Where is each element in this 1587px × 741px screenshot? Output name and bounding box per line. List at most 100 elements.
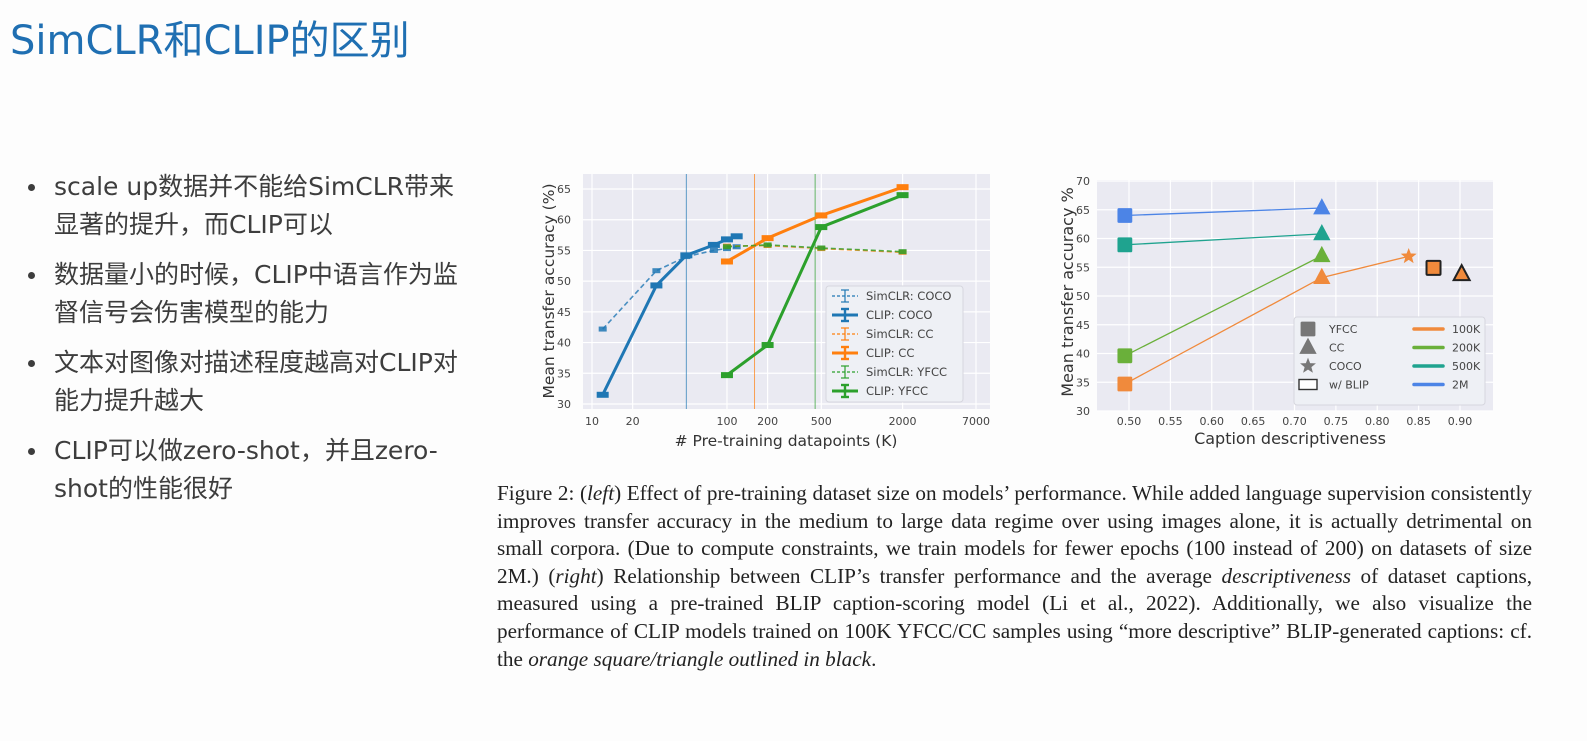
x-axis-label: # Pre-training datapoints (K) — [675, 432, 898, 450]
x-tick-label: 0.80 — [1365, 415, 1390, 428]
data-point-marker — [761, 235, 774, 242]
x-tick-label: 0.75 — [1324, 415, 1349, 428]
star-marker-icon — [1400, 247, 1417, 264]
data-point-marker — [730, 233, 743, 240]
y-tick-label: 55 — [557, 244, 571, 257]
x-tick-label: 0.55 — [1158, 415, 1183, 428]
y-tick-label: 30 — [1076, 405, 1090, 418]
square-marker-icon — [1117, 376, 1133, 392]
right-legend — [1293, 316, 1486, 406]
legend-label: SimCLR: YFCC — [866, 365, 947, 379]
x-tick-label: 0.65 — [1241, 415, 1266, 428]
y-tick-label: 40 — [1076, 348, 1090, 361]
y-tick-label: 65 — [1076, 204, 1090, 217]
triangle-marker-icon — [1313, 245, 1331, 263]
data-point-marker — [720, 372, 733, 379]
square-marker-icon — [1300, 321, 1316, 337]
series-line — [1124, 233, 1322, 246]
data-point-marker — [763, 242, 772, 248]
data-point-marker — [596, 391, 609, 398]
data-point-marker — [680, 252, 693, 259]
bullet-item: 文本对图像对描述程度越高对CLIP对能力提升越大 — [22, 344, 462, 420]
series-line — [1124, 207, 1322, 217]
data-point-marker — [896, 192, 909, 199]
bullet-dot-icon — [28, 272, 35, 279]
blip-outline-icon — [1298, 378, 1318, 391]
y-tick-label: 40 — [557, 337, 571, 350]
legend-label: w/ BLIP — [1329, 379, 1369, 392]
y-tick-label: 45 — [1076, 319, 1090, 332]
y-tick-label: 70 — [1076, 175, 1090, 188]
y-tick-label: 60 — [557, 214, 571, 227]
y-tick-label: 35 — [1076, 376, 1090, 389]
y-axis-label: Mean transfer accuracy % — [1058, 187, 1077, 396]
bullet-dot-icon — [28, 184, 35, 191]
legend-label: SimCLR: COCO — [866, 289, 951, 303]
bullet-list: scale up数据并不能给SimCLR带来显著的提升，而CLIP可以 数据量小… — [22, 168, 462, 520]
legend-label: CLIP: CC — [866, 346, 914, 360]
x-tick-label: 20 — [626, 415, 640, 428]
x-tick-label: 0.90 — [1448, 415, 1473, 428]
x-tick-label: 10 — [585, 415, 599, 428]
y-tick-label: 50 — [557, 275, 571, 288]
figure-caption: Figure 2: (left) Effect of pre-training … — [497, 481, 1533, 671]
data-point-marker — [722, 244, 731, 250]
data-point-marker — [598, 326, 607, 332]
data-point-marker — [761, 342, 774, 349]
series-line — [726, 193, 904, 377]
y-axis-label: Mean transfer accuracy (%) — [540, 184, 558, 399]
y-tick-label: 65 — [557, 183, 571, 196]
square-marker-icon — [1425, 259, 1442, 276]
x-tick-label: 0.70 — [1282, 415, 1307, 428]
star-marker-icon — [1300, 357, 1316, 373]
legend-label: YFCC — [1328, 323, 1358, 336]
y-tick-label: 50 — [1076, 290, 1090, 303]
legend-label: COCO — [1329, 360, 1362, 373]
x-tick-label: 0.50 — [1117, 415, 1142, 428]
data-point-marker — [896, 184, 909, 191]
series-line — [726, 185, 904, 263]
x-axis-label: Caption descriptiveness — [1194, 429, 1386, 448]
legend-label: CLIP: COCO — [866, 308, 932, 322]
square-marker-icon — [1117, 348, 1133, 364]
x-tick-label: 7000 — [962, 415, 990, 428]
legend-label: 2M — [1452, 379, 1469, 392]
triangle-marker-icon — [1299, 337, 1317, 354]
data-point-marker — [652, 268, 661, 274]
bullet-item: 数据量小的时候，CLIP中语言作为监督信号会伤害模型的能力 — [22, 256, 462, 332]
bullet-dot-icon — [28, 448, 35, 455]
data-point-marker — [650, 282, 663, 289]
y-tick-label: 30 — [557, 398, 571, 411]
legend-label: 500K — [1452, 360, 1481, 373]
bullet-item: CLIP可以做zero-shot，并且zero-shot的性能很好 — [22, 432, 462, 508]
x-tick-label: 200 — [757, 415, 778, 428]
legend-label: SimCLR: CC — [866, 327, 933, 341]
square-marker-icon — [1117, 208, 1133, 223]
y-tick-label: 45 — [557, 306, 571, 319]
bullet-item: scale up数据并不能给SimCLR带来显著的提升，而CLIP可以 — [22, 168, 462, 244]
x-tick-label: 500 — [811, 415, 832, 428]
legend-label: 200K — [1452, 342, 1481, 355]
legend-label: CC — [1329, 342, 1345, 355]
slide-title: SimCLR和CLIP的区别 — [10, 18, 410, 64]
triangle-marker-icon — [1313, 267, 1331, 285]
y-tick-label: 35 — [557, 367, 571, 380]
data-point-marker — [709, 247, 718, 253]
data-point-marker — [817, 245, 826, 251]
x-tick-label: 0.60 — [1200, 415, 1225, 428]
left-legend: SimCLR: COCO CLIP: COCO SimCLR: CC CLIP: CC… — [825, 285, 964, 403]
data-point-marker — [815, 224, 828, 231]
triangle-marker-icon — [1451, 263, 1472, 282]
series-line — [1124, 255, 1323, 357]
series-line — [726, 244, 903, 253]
data-point-marker — [707, 241, 720, 248]
y-tick-label: 55 — [1076, 261, 1090, 274]
data-point-marker — [720, 258, 733, 265]
data-point-marker — [720, 236, 733, 243]
data-point-marker — [898, 249, 907, 255]
x-tick-label: 100 — [716, 415, 737, 428]
legend-label: 100K — [1452, 323, 1481, 336]
triangle-marker-icon — [1313, 224, 1331, 241]
x-tick-label: 0.85 — [1406, 415, 1431, 428]
